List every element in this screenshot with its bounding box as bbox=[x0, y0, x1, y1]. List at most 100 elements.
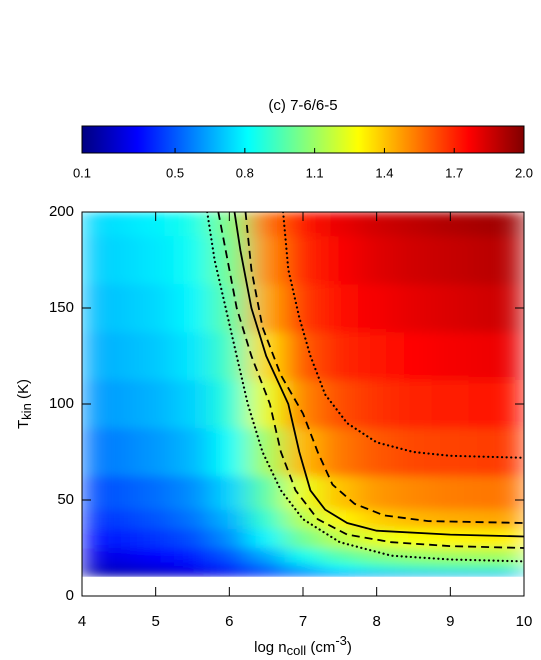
field-cell bbox=[100, 283, 138, 333]
field-cell bbox=[210, 331, 249, 381]
field-cell bbox=[82, 509, 101, 530]
colorbar-tick-label: 1.7 bbox=[445, 165, 463, 180]
field-cell bbox=[82, 331, 101, 381]
field-cell bbox=[468, 475, 506, 510]
field-cell bbox=[321, 427, 359, 477]
field-cell bbox=[173, 235, 212, 285]
x-label-text: ) bbox=[347, 639, 352, 656]
field-cell bbox=[431, 509, 470, 530]
field-cell bbox=[357, 283, 396, 333]
field-cell bbox=[321, 571, 359, 577]
field-cell bbox=[100, 509, 138, 530]
field-cell bbox=[505, 547, 524, 563]
field-cell bbox=[357, 571, 396, 577]
field-cell bbox=[247, 509, 285, 530]
field-cell bbox=[468, 562, 506, 573]
field-cell bbox=[100, 379, 138, 429]
field-cell bbox=[357, 475, 396, 510]
field bbox=[82, 212, 524, 577]
field-cell bbox=[468, 235, 506, 285]
field-cell bbox=[505, 475, 524, 510]
field-cell bbox=[394, 331, 433, 381]
field-cell bbox=[210, 571, 249, 577]
field-cell bbox=[210, 509, 249, 530]
field-cell bbox=[173, 212, 212, 237]
field-cell bbox=[100, 427, 138, 477]
y-tick-label: 100 bbox=[49, 395, 74, 412]
y-label-sub: kin bbox=[19, 403, 34, 420]
field-cell bbox=[505, 509, 524, 530]
field-cell bbox=[247, 562, 285, 573]
field-cell bbox=[357, 427, 396, 477]
field-cell bbox=[210, 475, 249, 510]
y-label-text: T bbox=[15, 420, 32, 429]
field-cell bbox=[284, 331, 322, 381]
field-cell bbox=[247, 547, 285, 563]
field-cell bbox=[100, 547, 138, 563]
field-cell bbox=[321, 331, 359, 381]
field-cell bbox=[136, 283, 175, 333]
field-cell bbox=[82, 235, 101, 285]
field-cell bbox=[431, 331, 470, 381]
field-cell bbox=[321, 562, 359, 573]
x-label-sup: -3 bbox=[335, 633, 347, 648]
field-cell bbox=[210, 547, 249, 563]
field-cell bbox=[247, 283, 285, 333]
field-cell bbox=[357, 379, 396, 429]
field-cell bbox=[136, 562, 175, 573]
field-cell bbox=[321, 547, 359, 563]
contour-line bbox=[244, 212, 524, 524]
field-cell bbox=[136, 547, 175, 563]
field-cell bbox=[173, 331, 212, 381]
field-cell bbox=[210, 427, 249, 477]
field-cell bbox=[173, 509, 212, 530]
field-cell bbox=[321, 475, 359, 510]
field-cell bbox=[136, 571, 175, 577]
field-cell bbox=[173, 528, 212, 549]
contour-line bbox=[282, 212, 524, 459]
field-cell bbox=[100, 475, 138, 510]
x-tick-label: 9 bbox=[446, 613, 454, 630]
field-cell bbox=[431, 562, 470, 573]
field-cell bbox=[82, 562, 101, 573]
x-label-sub: coll bbox=[287, 643, 307, 658]
field-cell bbox=[357, 235, 396, 285]
field-cell bbox=[136, 475, 175, 510]
field-cell bbox=[210, 528, 249, 549]
colorbar-tick-label: 1.4 bbox=[375, 165, 393, 180]
field-cell bbox=[210, 562, 249, 573]
field-cell bbox=[431, 427, 470, 477]
field-cell bbox=[468, 379, 506, 429]
colorbar-tick-label: 2.0 bbox=[515, 165, 533, 180]
field-cell bbox=[173, 571, 212, 577]
field-cell bbox=[284, 283, 322, 333]
y-tick-label: 0 bbox=[66, 587, 74, 604]
x-tick-label: 5 bbox=[151, 613, 159, 630]
field-cell bbox=[284, 427, 322, 477]
field-cell bbox=[100, 235, 138, 285]
field-cell bbox=[247, 379, 285, 429]
contour-line bbox=[206, 212, 524, 563]
field-cell bbox=[505, 379, 524, 429]
x-tick-label: 6 bbox=[225, 613, 233, 630]
field-cell bbox=[247, 235, 285, 285]
field-cell bbox=[357, 528, 396, 549]
field-cell bbox=[136, 235, 175, 285]
field-cell bbox=[357, 547, 396, 563]
field-cell bbox=[431, 528, 470, 549]
field-cell bbox=[394, 475, 433, 510]
field-cell bbox=[321, 283, 359, 333]
field-cell bbox=[136, 331, 175, 381]
field-cell bbox=[173, 283, 212, 333]
colorbar bbox=[81, 125, 525, 154]
field-cell bbox=[505, 427, 524, 477]
colorbar-tick-label: 0.1 bbox=[73, 165, 91, 180]
field-cell bbox=[136, 509, 175, 530]
field-cell bbox=[431, 235, 470, 285]
y-tick-label: 50 bbox=[57, 491, 74, 508]
x-tick-label: 4 bbox=[78, 613, 86, 630]
field-cell bbox=[210, 379, 249, 429]
field-cell bbox=[505, 235, 524, 285]
y-tick-label: 150 bbox=[49, 299, 74, 316]
